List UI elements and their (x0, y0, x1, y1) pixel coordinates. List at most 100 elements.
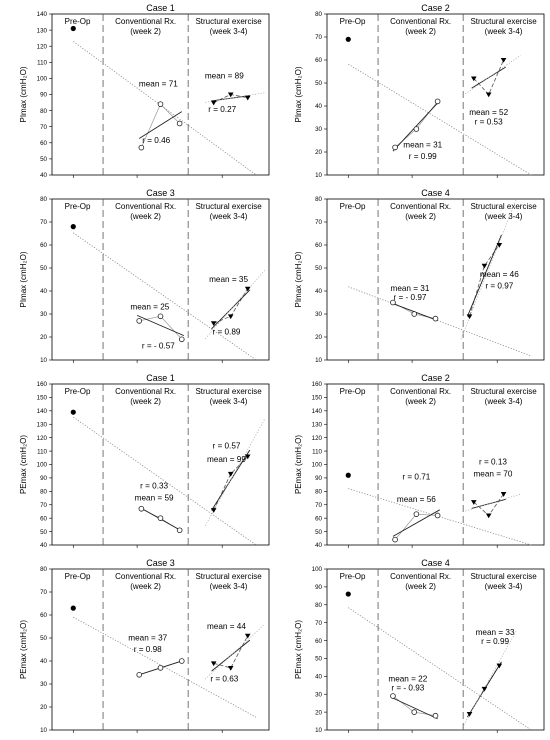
conventional-point (432, 712, 439, 719)
y-tick-label: 130 (37, 421, 48, 428)
conventional-connector (139, 315, 183, 340)
structural-point (227, 92, 234, 98)
structural-point (496, 243, 503, 248)
y-tick-label: 20 (315, 334, 322, 341)
chart-title: Case 4 (421, 188, 450, 198)
conventional-point (411, 311, 418, 317)
y-tick-label: 30 (40, 681, 47, 688)
plot-frame (326, 568, 545, 731)
plot-frame (51, 568, 270, 731)
segment-label-conventional: Conventional Rx. (390, 387, 451, 396)
y-tick-label: 90 (40, 475, 47, 482)
conventional-regression-line (392, 100, 441, 152)
structural-point (481, 686, 488, 692)
y-tick-label: 130 (312, 421, 323, 428)
y-tick-label: 100 (312, 462, 323, 469)
structural-point (500, 58, 507, 63)
segment-label-structural-week: (week 3-4) (210, 212, 248, 221)
trend-line-dotted (348, 607, 532, 731)
annotation-label: mean = 44 (207, 622, 246, 631)
y-tick-label: 50 (40, 635, 47, 642)
structural-trend-dotted (204, 623, 265, 680)
structural-point (481, 263, 488, 269)
y-tick-label: 40 (40, 172, 47, 179)
chart-panel-2: Case 2 10 20 30 40 50 60 70 80 PImax (cmH₂O) Pre-O… (294, 3, 545, 179)
structural-point (244, 454, 251, 460)
y-tick-label: 20 (315, 149, 322, 156)
y-tick-label: 70 (40, 589, 47, 596)
y-axis-label: PEmax (cmH₂O) (294, 435, 303, 494)
chart-panel-5: Case 1 40 50 60 70 80 90 100 110 120 130 140 150 160 P… (19, 373, 270, 549)
segment-label-structural: Structural exercise (470, 202, 537, 211)
y-tick-label: 20 (40, 334, 47, 341)
conventional-point (176, 527, 183, 534)
segment-label-structural: Structural exercise (470, 17, 537, 26)
annotation-label: r = 0.33 (140, 482, 168, 491)
annotation-label: mean = 59 (135, 494, 174, 503)
y-tick-label: 90 (40, 92, 47, 99)
segment-label-structural-week: (week 3-4) (485, 397, 523, 406)
structural-trend-dotted (465, 54, 521, 95)
y-axis-label: PImax (cmH₂O) (19, 251, 28, 307)
y-tick-label: 30 (315, 126, 322, 133)
annotation-label: mean = 99 (207, 455, 246, 464)
segment-label-structural: Structural exercise (470, 572, 537, 581)
annotation-label: r = - 0.93 (391, 684, 424, 693)
segment-label-structural-week: (week 3-4) (485, 212, 523, 221)
segment-label-conventional: Conventional Rx. (115, 202, 176, 211)
structural-regression-line (466, 234, 502, 317)
conventional-regression-line (136, 314, 185, 337)
conventional-point (138, 144, 145, 151)
annotation-label: r = 0.99 (481, 637, 509, 646)
y-tick-label: 130 (37, 27, 48, 34)
y-tick-label: 40 (315, 288, 322, 295)
segment-label-structural-week: (week 3-4) (485, 582, 523, 591)
conventional-point (432, 315, 439, 322)
y-tick-label: 40 (315, 103, 322, 110)
y-tick-label: 70 (315, 219, 322, 226)
y-tick-label: 50 (40, 156, 47, 163)
y-axis-label: PImax (cmH₂O) (19, 66, 28, 122)
annotation-label: r = 0.57 (212, 441, 240, 450)
segment-label-preop: Pre-Op (340, 572, 366, 581)
annotation-label: r = 0.27 (208, 105, 236, 114)
y-tick-label: 80 (40, 196, 47, 203)
y-tick-label: 10 (315, 357, 322, 364)
y-tick-label: 60 (40, 515, 47, 522)
conventional-point (157, 101, 164, 107)
y-tick-label: 110 (37, 60, 47, 67)
structural-point (470, 76, 477, 82)
conventional-point (390, 693, 396, 699)
y-tick-label: 110 (37, 448, 47, 455)
conventional-point (411, 709, 418, 715)
conventional-point (434, 512, 441, 519)
preop-point (345, 36, 351, 42)
y-tick-label: 70 (315, 502, 322, 509)
y-tick-label: 90 (315, 584, 322, 591)
conventional-point (434, 98, 441, 105)
structural-point (485, 92, 492, 98)
y-tick-label: 10 (40, 727, 47, 734)
conventional-point (138, 505, 145, 512)
structural-regression-line (211, 449, 251, 511)
conventional-regression-line (392, 509, 440, 537)
chart-panel-7: Case 3 10 20 30 40 50 60 70 80 PEmax (cmH₂O) Pre-O… (19, 558, 270, 734)
chart-title: Case 3 (146, 558, 175, 568)
segment-label-conventional: Conventional Rx. (115, 572, 176, 581)
conventional-point (178, 336, 185, 343)
y-tick-label: 100 (37, 76, 48, 83)
segment-label-conventional: Conventional Rx. (390, 17, 451, 26)
conventional-point (157, 313, 164, 320)
preop-point (70, 25, 76, 32)
segment-label-conventional-week: (week 2) (130, 582, 161, 591)
conventional-point (390, 299, 396, 306)
chart-title: Case 4 (421, 558, 450, 568)
annotation-label: mean = 35 (209, 275, 248, 284)
annotation-label: mean = 56 (397, 495, 436, 504)
y-tick-label: 50 (315, 529, 322, 536)
y-tick-label: 140 (37, 11, 48, 18)
annotation-label: mean = 52 (469, 108, 508, 117)
y-tick-label: 120 (37, 435, 48, 442)
segment-label-preop: Pre-Op (340, 202, 366, 211)
structural-connector (473, 493, 504, 517)
